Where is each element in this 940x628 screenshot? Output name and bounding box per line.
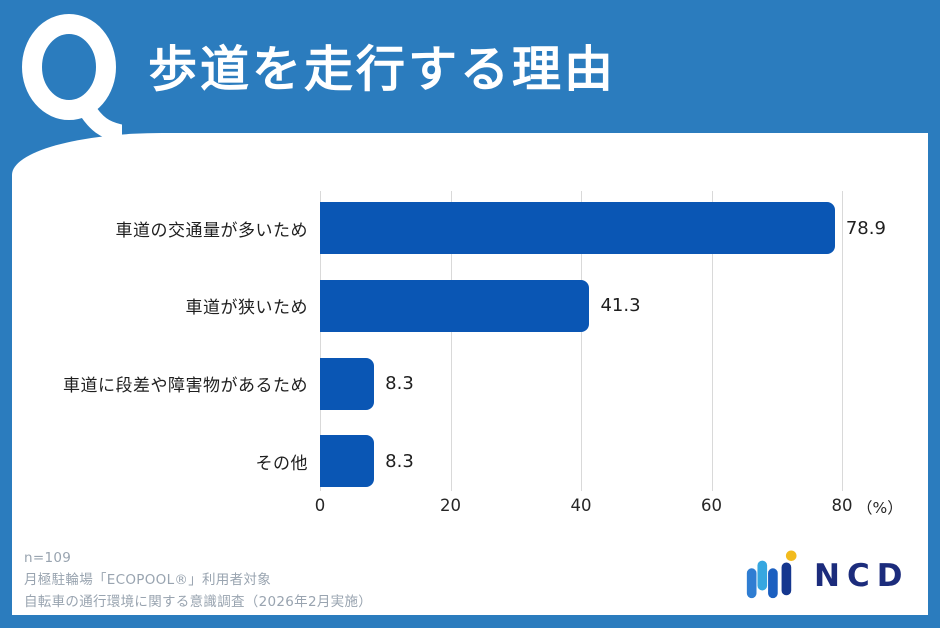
x-tick-label-80: 80: [831, 496, 853, 515]
gridline-x60: [711, 191, 713, 491]
page-title: 歩道を走行する理由: [148, 41, 617, 98]
bar: [320, 202, 835, 254]
category-label: 車道に段差や障害物があるため: [63, 376, 308, 397]
bar: [320, 435, 375, 488]
x-tick-label-0: 0: [314, 496, 326, 515]
x-tick-label-40: 40: [570, 496, 592, 515]
gridline-x80: [842, 191, 843, 491]
category-label: 車道が狭いため: [185, 298, 308, 319]
value-label: 78.9: [845, 217, 886, 239]
gridline-x40: [581, 191, 582, 491]
x-tick-label-60: 60: [701, 496, 722, 515]
survey-note-line: 月極駐輪場「ECOPOOL®」利用者対象: [24, 572, 271, 588]
value-label: 41.3: [600, 295, 641, 317]
gridline-x0: [320, 191, 321, 491]
question-q-mark: [22, 12, 128, 142]
value-label: 8.3: [385, 450, 414, 472]
bar: [320, 357, 375, 410]
ncd-logo-text: NCD: [814, 558, 910, 594]
gridline-x20: [450, 191, 452, 491]
chart-panel: （%） 0 20 40 60 80 車道の交通量が多いため 78.9 車道が狭いため 41.3 車…: [12, 133, 928, 615]
value-label: 8.3: [385, 373, 414, 395]
category-label: その他: [255, 453, 308, 474]
ncd-logo-mark-icon: [746, 550, 797, 599]
ncd-logo: NCD: [738, 549, 909, 603]
survey-notes: n=109 月極駐輪場「ECOPOOL®」利用者対象自転車の通行環境に関する意識調…: [24, 547, 372, 613]
survey-note-line: n=109: [24, 550, 72, 566]
q-icon: [22, 14, 128, 142]
x-axis-unit-label: （%）: [857, 499, 903, 517]
category-label: 車道の交通量が多いため: [115, 220, 308, 241]
x-tick-label-20: 20: [440, 496, 461, 515]
survey-note-line: 自転車の通行環境に関する意識調査（2026年2月実施）: [24, 594, 373, 610]
bar-chart: （%） 0 20 40 60 80 車道の交通量が多いため 78.9 車道が狭いため 41.3 車…: [12, 133, 928, 615]
bar: [320, 279, 590, 332]
